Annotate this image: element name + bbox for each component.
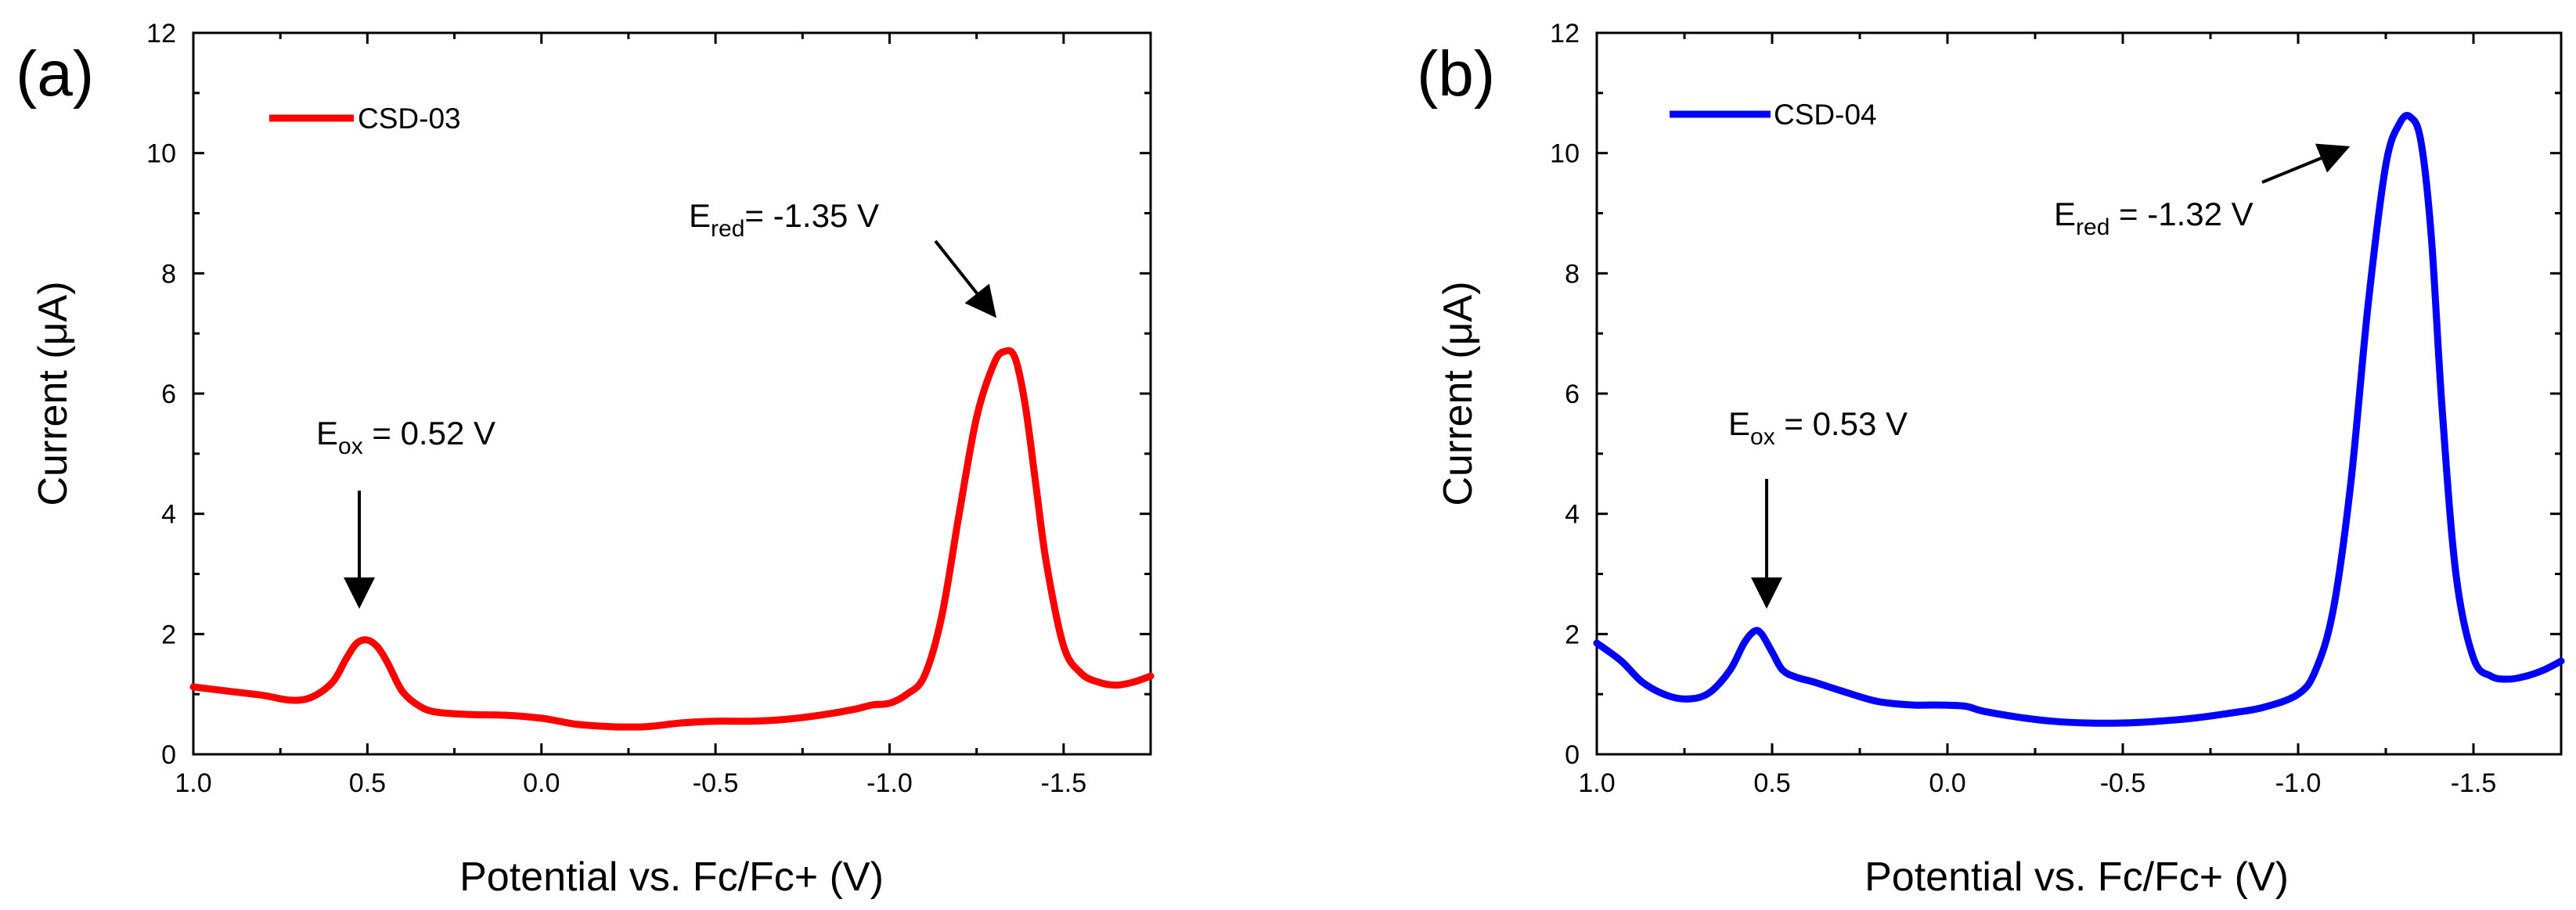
panel-a-yticks: 0 2 4 6 8 10 12 [146, 19, 1151, 770]
panel-a-y-tick-label: 6 [161, 379, 176, 409]
panel-a-y-tick-label: 10 [146, 139, 176, 169]
panel-b-x-tick-label: 0.0 [1929, 768, 1965, 798]
panel-b-series-line [1593, 112, 2565, 727]
panel-a-x-tick-label: 1.0 [175, 768, 211, 798]
panel-b-x-axis-title: Potential vs. Fc/Fc+ (V) [1864, 854, 2289, 900]
panel-b-y-axis-title: Current (μA) [1436, 281, 1481, 505]
panel-a-legend-label: CSD-03 [358, 103, 461, 135]
panel-a-label: (a) [16, 38, 94, 110]
panel-a-xticks: 1.0 0.5 0.0 -0.5 -1.0 -1.5 [175, 33, 1152, 798]
panel-b-y-tick-label: 2 [1565, 620, 1580, 649]
panel-b-y-tick-label: 12 [1550, 19, 1580, 49]
panel-b-x-tick-label: 1.0 [1578, 768, 1615, 798]
panel-b-legend-label: CSD-04 [1774, 99, 1877, 131]
panel-a-y-tick-label: 8 [161, 259, 176, 289]
panel-a-x-tick-label: 0.5 [349, 768, 386, 798]
panel-b-y-tick-label: 4 [1565, 500, 1580, 530]
panel-b-y-tick-label: 10 [1550, 139, 1580, 169]
panel-b-eox-annotation: Eox = 0.53 V [1728, 405, 1908, 450]
panel-b-x-tick-label: -1.0 [2275, 768, 2322, 798]
panel-b-label: (b) [1417, 38, 1495, 110]
panel-a-eox-annotation: Eox = 0.52 V [316, 415, 495, 459]
panel-a-x-axis-title: Potential vs. Fc/Fc+ (V) [459, 854, 884, 900]
panel-a-y-axis-title: Current (μA) [31, 281, 76, 505]
panel-b-y-tick-label: 8 [1565, 259, 1580, 289]
panel-a-y-tick-label: 2 [161, 620, 176, 649]
panel-b-xticks: 1.0 0.5 0.0 -0.5 -1.0 -1.5 [1578, 33, 2563, 798]
panel-a-x-tick-label: -0.5 [693, 768, 739, 798]
panel-a-y-tick-label: 0 [161, 740, 176, 770]
panel-a-series-line [189, 347, 1155, 731]
panel-b-ered-arrow [2261, 143, 2351, 184]
panel-a-x-tick-label: 0.0 [523, 768, 560, 798]
panel-a-x-tick-label: -1.0 [866, 768, 913, 798]
panel-a-x-tick-label: -1.5 [1041, 768, 1087, 798]
panel-b: (b) 1.0 0.5 0.0 -0.5 -1.0 -1.5 0 2 4 6 8 10 12 Pote… [1417, 19, 2565, 900]
panel-a: (a) 1.0 0.5 0.0 -0.5 -1.0 -1.5 0 2 4 6 8 10 12 Pote… [16, 19, 1155, 900]
panel-a-ered-arrow [934, 239, 996, 318]
panel-a-y-tick-label: 12 [146, 19, 176, 49]
panel-b-x-tick-label: -0.5 [2100, 768, 2146, 798]
panel-b-x-tick-label: 0.5 [1753, 768, 1790, 798]
panel-b-yticks: 0 2 4 6 8 10 12 [1550, 19, 2561, 770]
panel-a-frame [192, 31, 1152, 756]
panel-b-y-tick-label: 0 [1565, 740, 1580, 770]
panel-a-ered-annotation: Ered= -1.35 V [689, 197, 879, 242]
panel-b-y-tick-label: 6 [1565, 379, 1580, 409]
panel-a-y-tick-label: 4 [161, 500, 176, 530]
panel-b-x-tick-label: -1.5 [2451, 768, 2497, 798]
panel-b-ered-annotation: Ered = -1.32 V [2054, 196, 2254, 240]
